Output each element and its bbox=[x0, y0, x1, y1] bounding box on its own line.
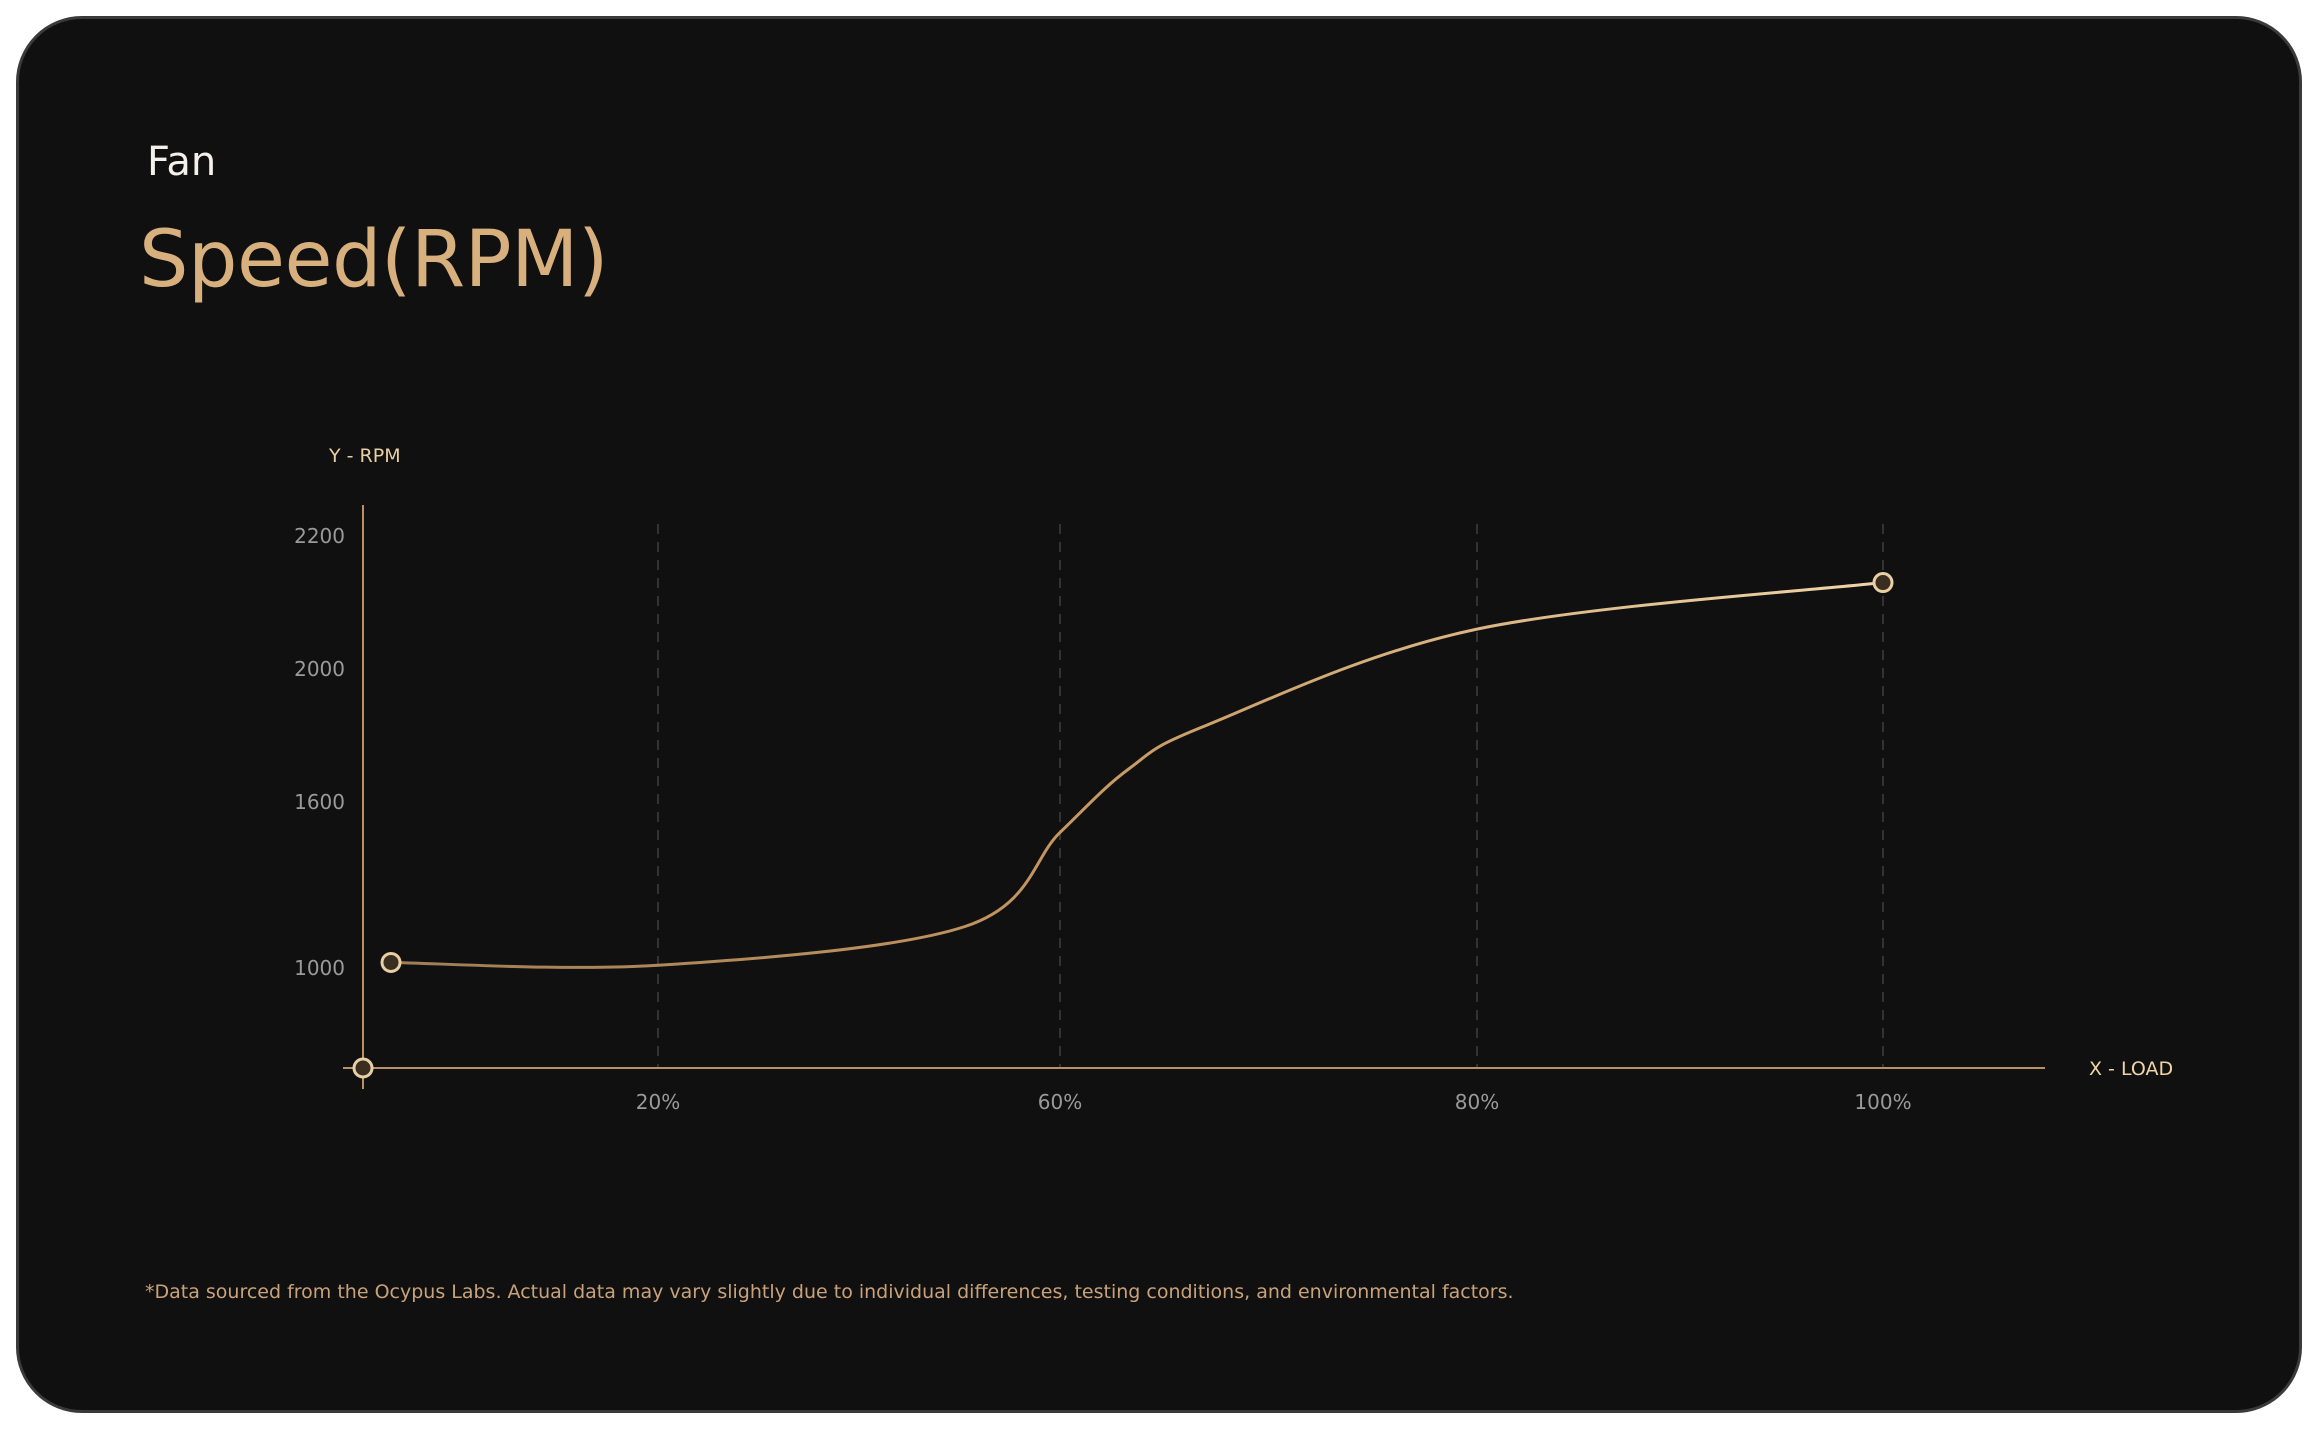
footnote-text: *Data sourced from the Ocypus Labs. Actu… bbox=[145, 1281, 1514, 1303]
x-tick-label: 20% bbox=[636, 1090, 680, 1114]
x-tick-label: 100% bbox=[1854, 1090, 1911, 1114]
card-title: Speed(RPM) bbox=[139, 215, 608, 305]
tick-layer: 20% 60% 80% 100% 1000 1600 2000 2200 bbox=[294, 524, 1912, 1114]
rpm-curve-line bbox=[389, 581, 1885, 969]
curve-start-handle[interactable] bbox=[380, 951, 402, 973]
x-tick-label: 80% bbox=[1455, 1090, 1499, 1114]
x-tick-label: 60% bbox=[1038, 1090, 1082, 1114]
y-tick-label: 1600 bbox=[294, 790, 345, 814]
grid-layer bbox=[657, 524, 1884, 1068]
x-axis-title: X - LOAD bbox=[2089, 1058, 2173, 1080]
y-tick-label: 2200 bbox=[294, 524, 345, 548]
curve-end-handle[interactable] bbox=[1872, 572, 1894, 594]
handle-layer bbox=[352, 572, 1894, 1079]
axis-layer bbox=[343, 505, 2045, 1089]
chart-card: Fan Speed(RPM) Y - RPM X - LOAD 20% 60% 80… bbox=[16, 16, 2302, 1413]
card-subtitle: Fan bbox=[147, 139, 217, 185]
y-tick-label: 2000 bbox=[294, 657, 345, 681]
y-tick-label: 1000 bbox=[294, 956, 345, 980]
y-axis-title: Y - RPM bbox=[328, 445, 401, 467]
rpm-chart: Y - RPM X - LOAD 20% 60% 80% 100%1000160020… bbox=[294, 445, 2173, 1114]
origin-handle[interactable] bbox=[352, 1057, 374, 1079]
